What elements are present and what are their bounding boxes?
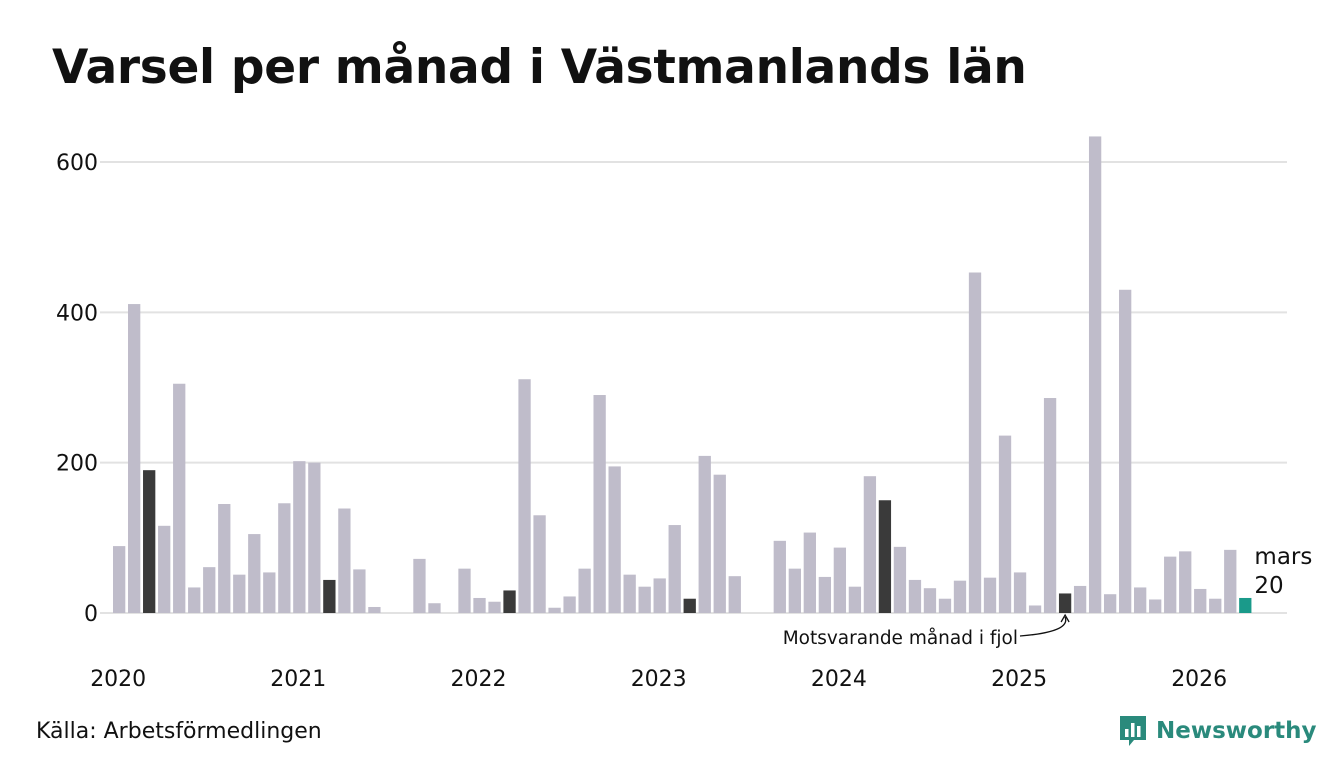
bar [863,476,877,613]
bar [218,504,231,613]
bar [773,540,786,613]
bar [848,586,862,613]
bar [653,578,666,613]
bar [233,574,246,613]
annotation-label: Motsvarande månad i fjol [783,628,1018,649]
x-tick-label: 2020 [90,667,146,692]
bar [683,598,696,613]
bar [638,586,651,613]
bar [968,272,982,613]
bar [923,588,937,613]
bar [983,577,997,613]
bar [1103,594,1117,613]
bar [1088,136,1102,613]
annotation-arrow [1019,616,1067,637]
y-tick-label: 0 [84,602,98,627]
bar [1134,587,1147,613]
current-value-label: 20 [1254,573,1283,599]
bar [113,546,126,613]
bar [533,515,546,613]
bar [833,547,847,614]
y-tick-label: 600 [56,151,98,176]
bar [668,525,681,613]
y-axis-ticks: 0 200 400 600 [56,151,98,627]
bar [413,558,426,613]
bar [908,579,922,613]
bar [143,470,156,613]
chart-title: Varsel per månad i Västmanlands län [52,40,1027,95]
bar [803,532,816,613]
y-tick-label: 200 [56,452,98,477]
bar [878,500,892,613]
bar [728,576,741,613]
bar [1058,593,1072,613]
bar [548,607,561,613]
bar [563,596,576,613]
bar [1164,556,1177,614]
bar [1224,549,1237,613]
bar [173,383,186,613]
x-tick-label: 2026 [1171,667,1227,692]
brand-name: Newsworthy [1156,718,1317,744]
bar [1239,597,1252,613]
data-labels: mars 20 Motsvarande månad i fjol [783,544,1313,649]
bar [518,379,531,613]
annotation-arrowhead [1060,613,1070,623]
bar [158,525,171,613]
bar [488,601,501,614]
bar [458,568,471,613]
bar [1028,605,1042,613]
bar [188,587,201,613]
bar [623,574,636,613]
bar [1043,398,1057,613]
bar [578,568,591,613]
bar [323,579,336,613]
bar [788,568,801,613]
bar [473,597,486,613]
bar [248,534,261,613]
x-tick-label: 2021 [270,667,326,692]
bar [1013,572,1027,613]
bar [1209,598,1222,613]
y-tick-label: 400 [56,301,98,326]
bar [338,508,351,613]
bar [698,455,711,613]
bar [593,395,606,613]
bar [1179,551,1192,613]
x-tick-label: 2025 [991,667,1047,692]
bar [998,435,1012,613]
bar [1149,599,1162,613]
bar [503,590,516,613]
x-tick-label: 2023 [631,667,687,692]
bar [1073,585,1087,613]
x-axis-ticks: 2020 2021 2022 2023 2024 2025 2026 [90,667,1227,692]
newsworthy-logo-icon [1120,716,1146,746]
bar [893,546,907,613]
bar [368,606,381,613]
bar [713,474,726,613]
bar [1194,588,1207,613]
x-tick-label: 2022 [451,667,507,692]
source-label: Källa: Arbetsförmedlingen [36,719,322,744]
bar [818,576,832,613]
current-month-label: mars [1254,544,1312,570]
bar [353,569,366,613]
bar [278,503,291,613]
bar [1119,289,1132,613]
bars [113,136,1252,614]
bar [308,462,321,613]
bar [203,567,216,613]
bar [953,580,967,613]
bar [938,598,952,613]
bar [128,304,141,613]
bar [263,572,276,613]
bar [428,603,441,613]
x-tick-label: 2024 [811,667,867,692]
gridlines [100,161,1287,614]
brand: Newsworthy [1118,714,1317,748]
bar [608,466,621,613]
bar [293,461,306,613]
